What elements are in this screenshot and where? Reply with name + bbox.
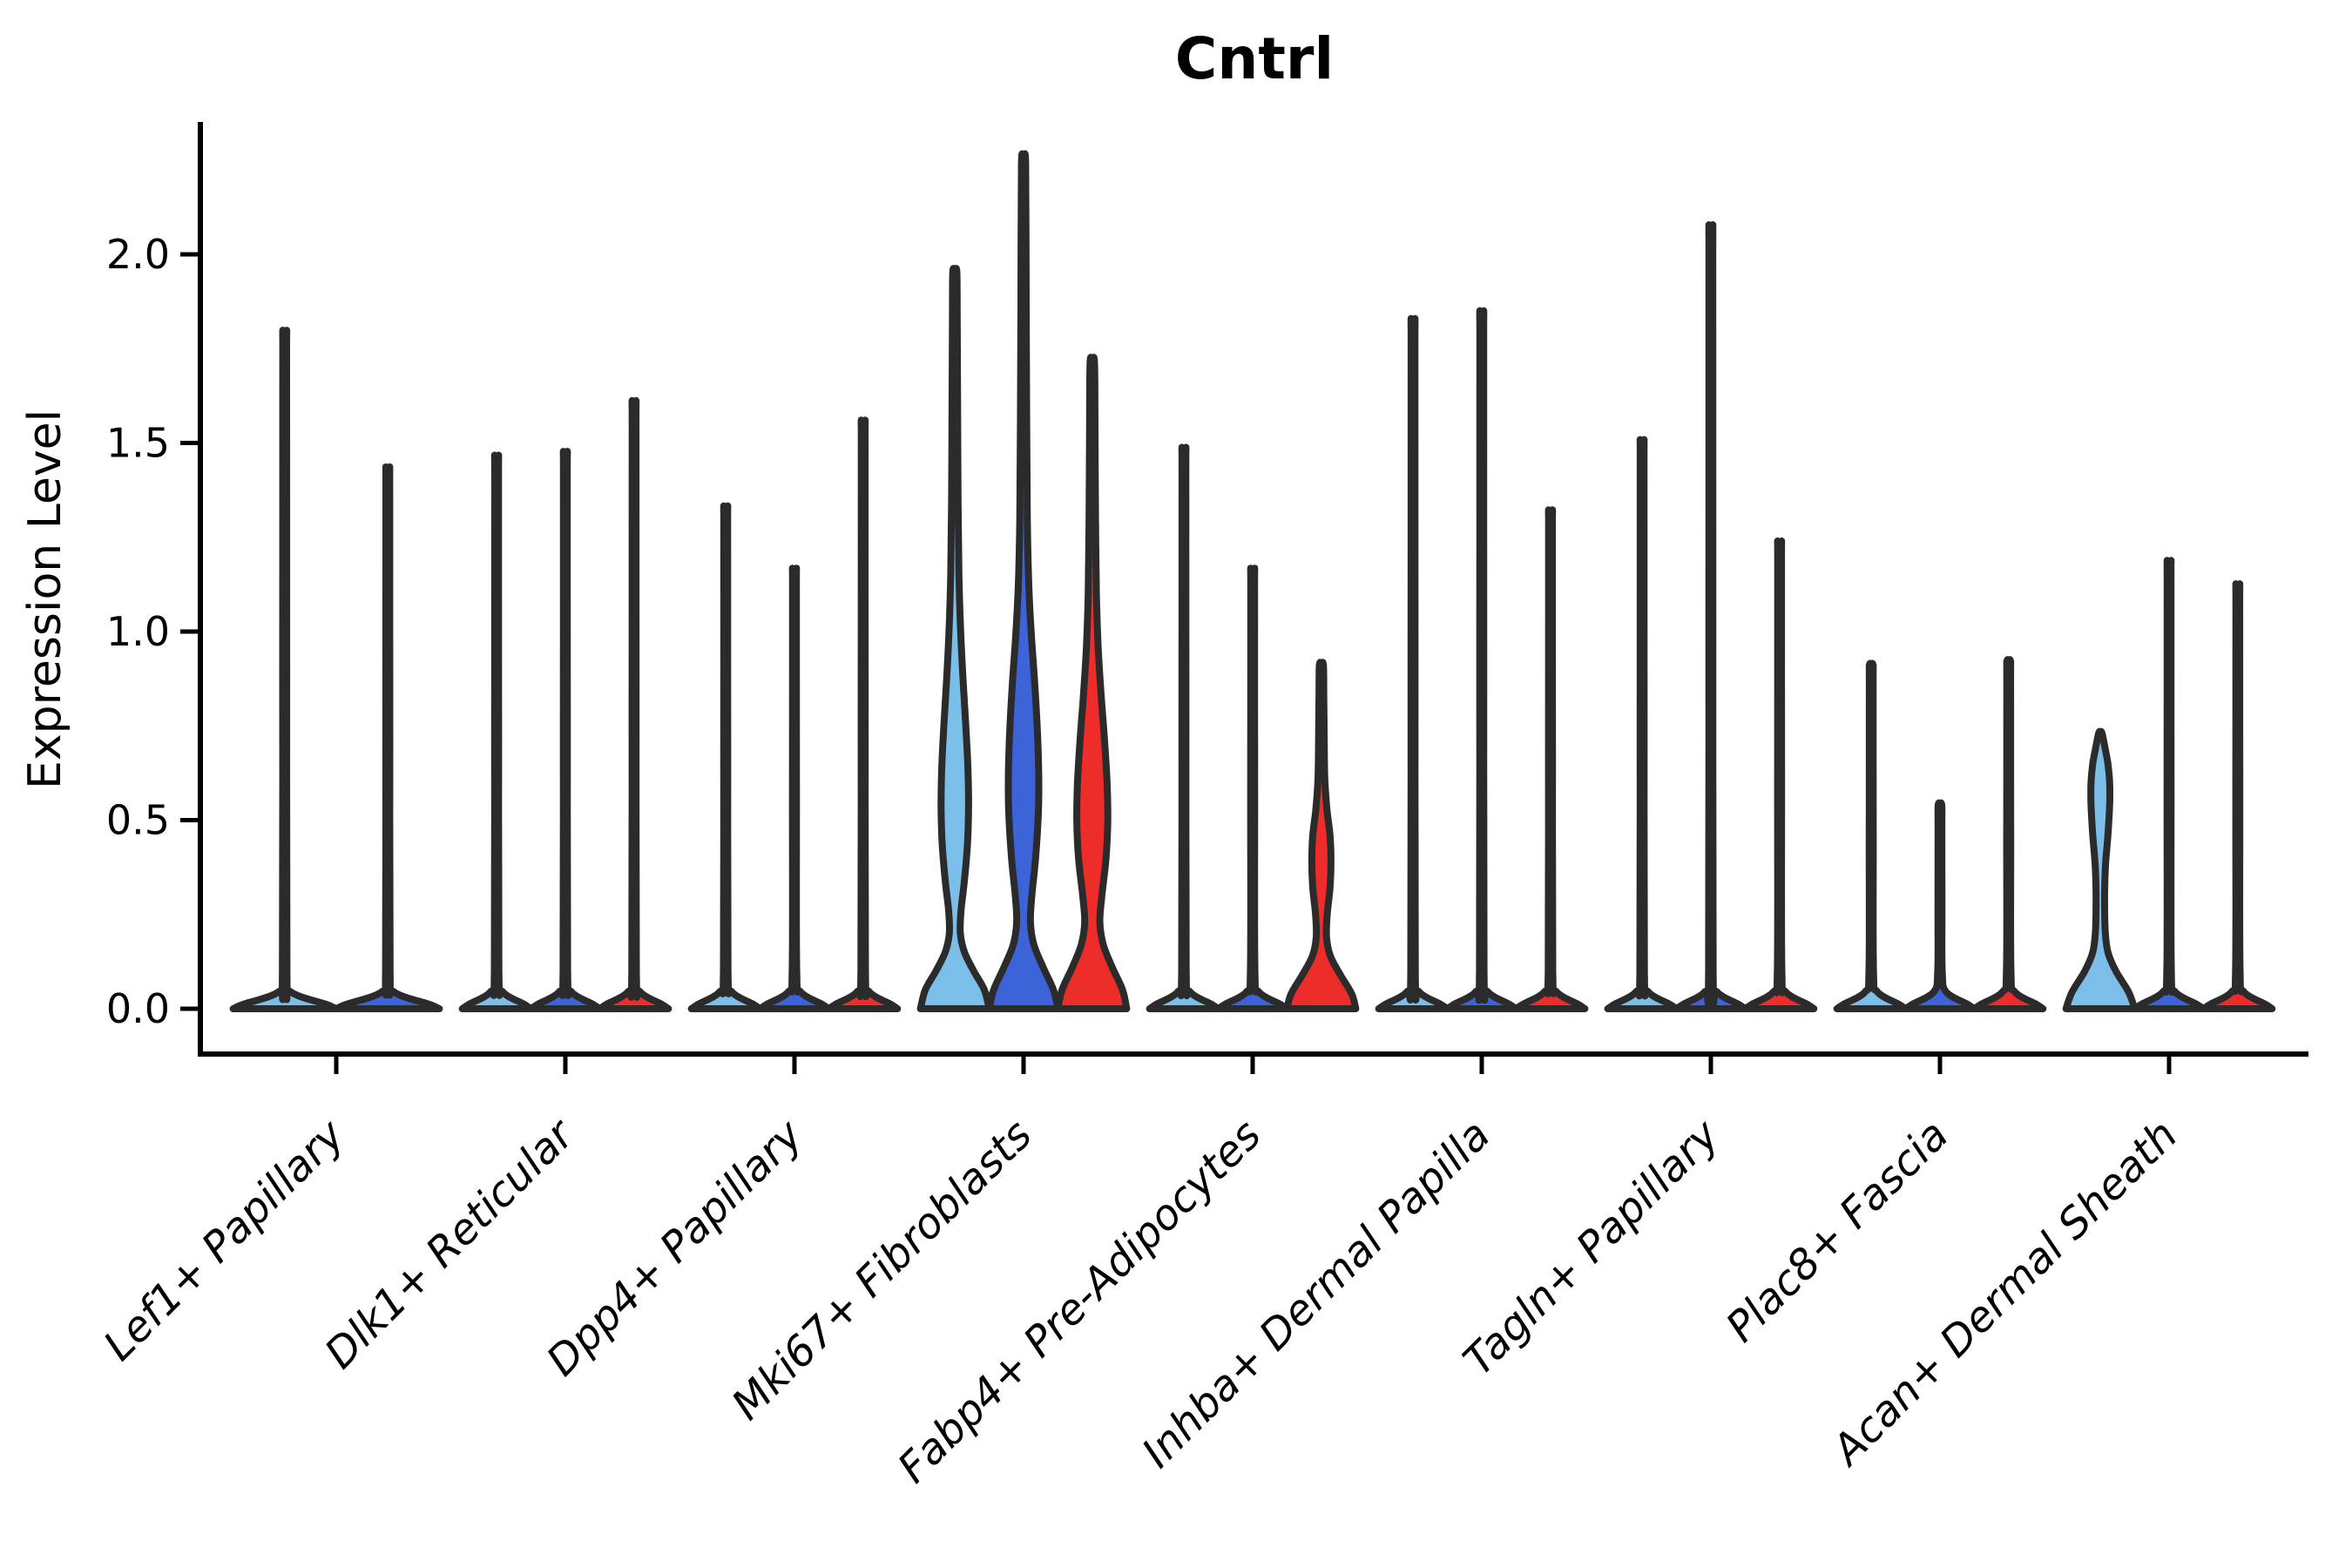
violin-5-2-spike — [1512, 506, 1589, 1012]
violin-1-0-spike — [458, 451, 535, 1012]
violin-4-2-shaped — [1283, 659, 1360, 1012]
violin-3-0-shaped — [916, 265, 993, 1012]
violin-6-0-spike — [1604, 436, 1680, 1012]
violin-8-2-spike — [2200, 580, 2276, 1012]
violin-4-0-spike — [1146, 443, 1222, 1012]
y-tick-label: 2.0 — [106, 231, 170, 278]
violin-2-2-spike — [825, 416, 902, 1012]
x-tick-label: Plac8+ Fascia — [1717, 1111, 1958, 1352]
x-tick-label: Dpp4+ Papillary — [537, 1110, 813, 1385]
x-tick-label: Fabp4+ Pre-Adipocytes — [889, 1111, 1271, 1493]
violin-0-0-spike — [229, 327, 340, 1012]
x-tick-label: Lef1+ Papillary — [94, 1110, 355, 1370]
violin-7-2-spike — [1970, 656, 2047, 1012]
violin-8-0-shaped — [2062, 727, 2139, 1012]
violin-3-2-shaped — [1054, 354, 1131, 1012]
x-tick-label: Tagln+ Papillary — [1454, 1110, 1729, 1385]
y-tick-label: 1.5 — [106, 420, 170, 467]
y-tick-label: 0.0 — [106, 985, 170, 1032]
violin-6-1-spike — [1673, 221, 1749, 1012]
violin-5-0-spike — [1375, 314, 1451, 1012]
violin-7-0-spike — [1833, 659, 1909, 1012]
x-tick-label: Dlk1+ Reticular — [315, 1109, 585, 1379]
violin-5-1-spike — [1443, 307, 1520, 1012]
violin-2-1-spike — [756, 564, 833, 1012]
violin-2-0-spike — [687, 502, 764, 1012]
violin-3-1-shaped — [985, 150, 1062, 1012]
violin-6-2-spike — [1741, 537, 1818, 1012]
violin-7-1-spike — [1902, 799, 1978, 1012]
violin-4-1-spike — [1214, 564, 1291, 1012]
violin-1-2-spike — [596, 396, 672, 1012]
violin-1-1-spike — [527, 448, 604, 1012]
chart-title: Cntrl — [1174, 25, 1335, 92]
violin-8-1-spike — [2131, 557, 2207, 1012]
y-tick-label: 0.5 — [106, 797, 170, 844]
violin-0-1-spike — [333, 463, 443, 1012]
y-tick-label: 1.0 — [106, 608, 170, 655]
